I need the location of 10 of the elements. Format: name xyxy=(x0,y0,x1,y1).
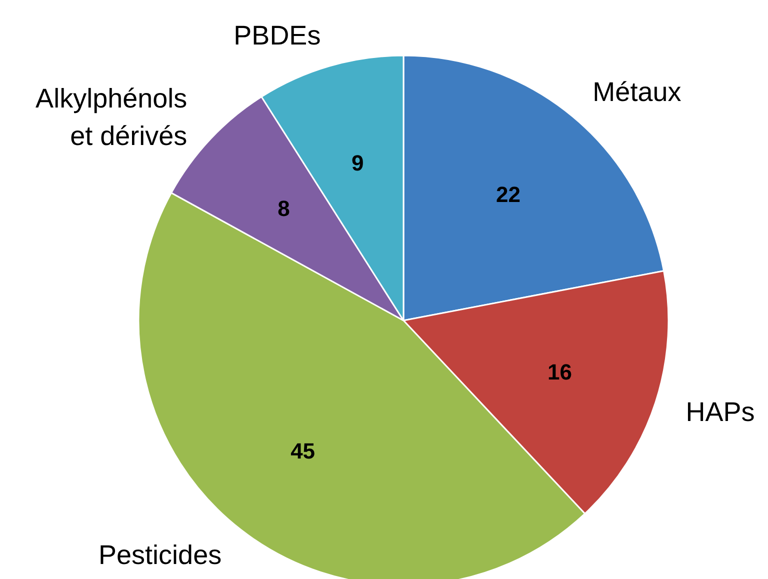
data-label: 9 xyxy=(352,150,364,176)
slice-label: PBDEs xyxy=(234,20,321,50)
slice-label: Alkylphénols et dérivés xyxy=(36,84,188,152)
data-label: 8 xyxy=(278,196,290,222)
slice-label: Pesticides xyxy=(98,540,222,570)
data-label: 16 xyxy=(548,359,572,384)
slice-label: Métaux xyxy=(592,76,682,107)
slice-label: HAPs xyxy=(686,397,755,428)
data-label: 22 xyxy=(496,182,520,207)
data-label: 45 xyxy=(290,438,316,464)
